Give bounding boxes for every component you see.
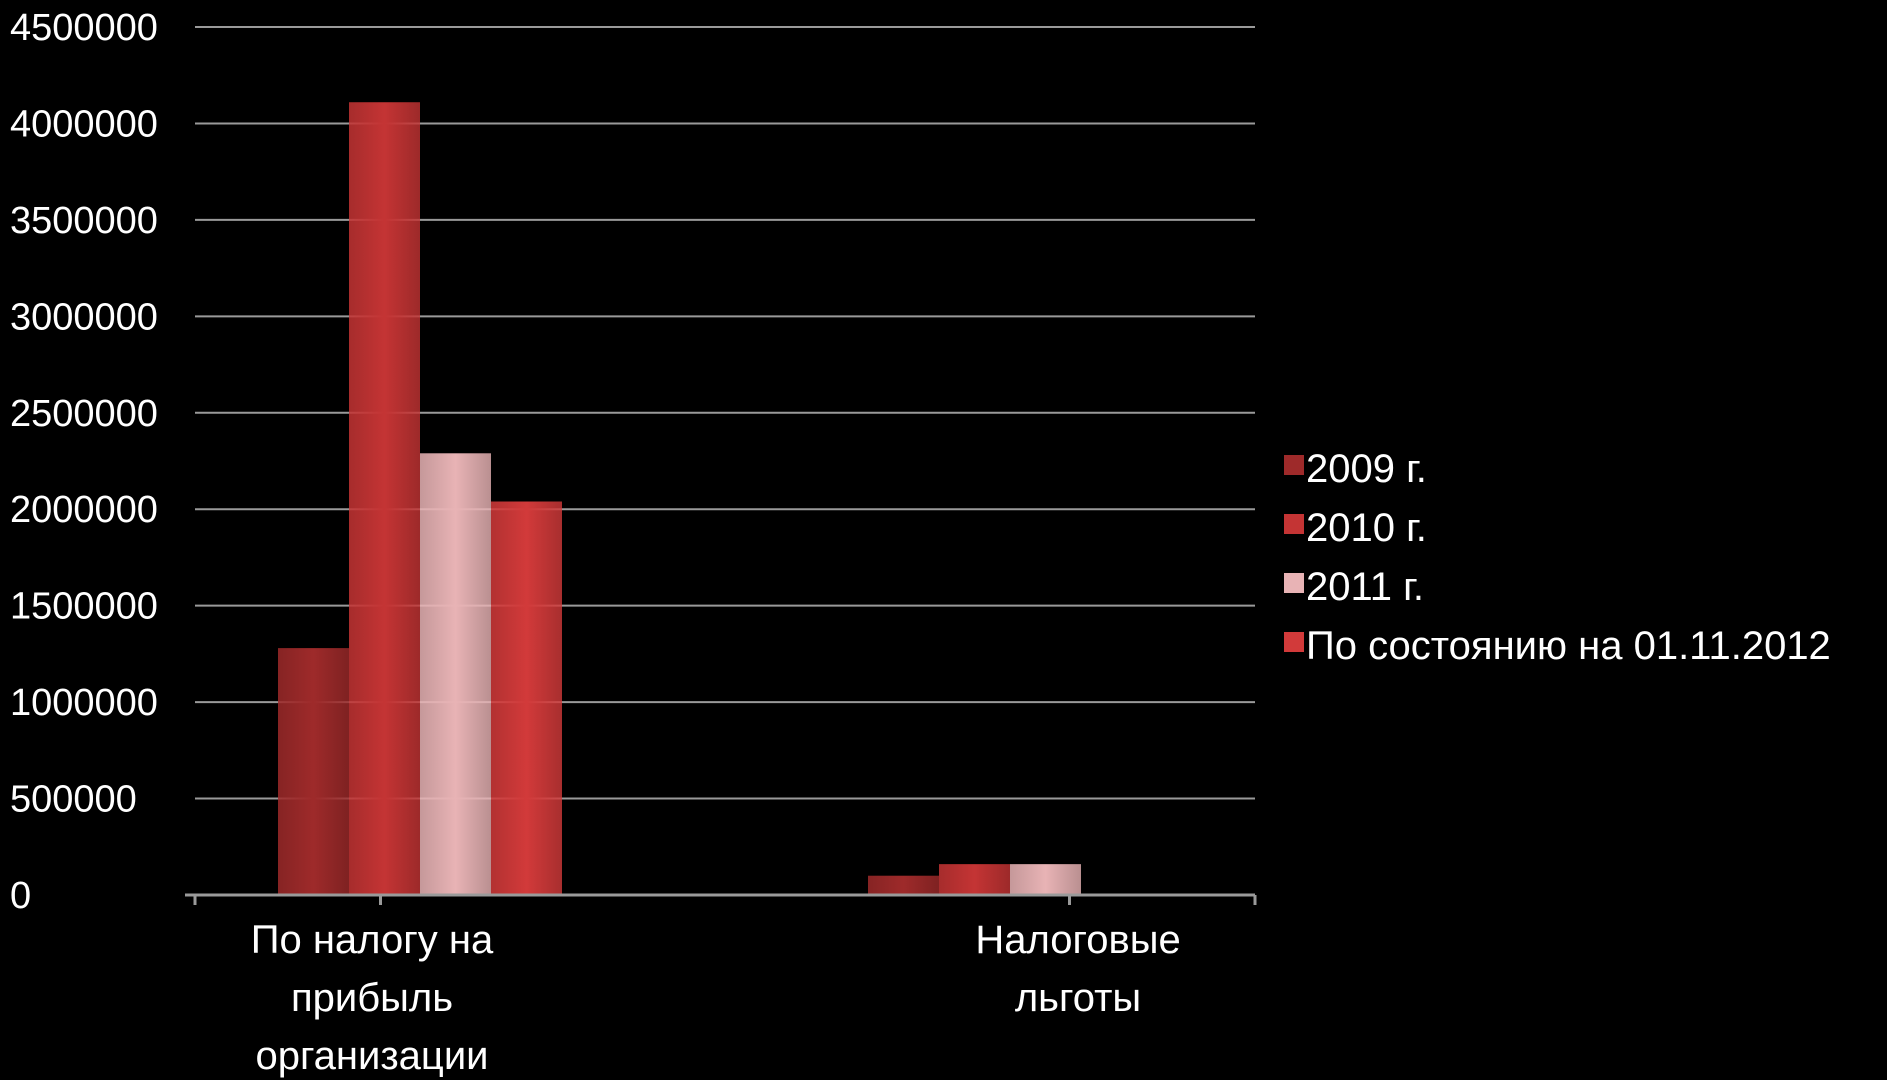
category-label: организации <box>255 1034 488 1078</box>
y-tick-label: 4000000 <box>10 103 158 145</box>
category-labels: По налогу на прибыль организации Налоговые л… <box>251 918 1181 1078</box>
legend-label: 2011 г. <box>1306 565 1424 609</box>
y-axis-ticks: 0 500000 1000000 1500000 2000000 2500000 30000… <box>10 7 158 917</box>
y-tick-label: 3500000 <box>10 200 158 242</box>
bars <box>278 102 1081 895</box>
bar <box>278 648 349 895</box>
bar <box>868 875 939 895</box>
category-label: По налогу на <box>251 918 494 962</box>
bar <box>491 501 562 895</box>
y-tick-label: 0 <box>10 875 31 917</box>
legend-swatch <box>1284 455 1304 475</box>
bar <box>1010 864 1081 895</box>
legend-label: По состоянию на 01.11.2012 <box>1306 624 1831 668</box>
category-label: прибыль <box>291 976 453 1020</box>
y-tick-label: 4500000 <box>10 7 158 49</box>
legend-swatch <box>1284 573 1304 593</box>
y-tick-label: 1500000 <box>10 586 158 628</box>
bar <box>939 864 1010 895</box>
legend-label: 2009 г. <box>1306 447 1427 491</box>
category-label: Налоговые <box>975 918 1180 962</box>
x-axis <box>185 893 1257 905</box>
legend-label: 2010 г. <box>1306 506 1427 550</box>
legend: 2009 г. 2010 г. 2011 г. По состоянию на 01.… <box>1284 447 1831 668</box>
bar <box>420 453 491 895</box>
legend-swatch <box>1284 514 1304 534</box>
category-label: льготы <box>1015 976 1141 1020</box>
y-tick-label: 2500000 <box>10 393 158 435</box>
y-tick-label: 2000000 <box>10 489 158 531</box>
y-tick-label: 1000000 <box>10 682 158 724</box>
bar <box>349 102 420 895</box>
y-tick-label: 3000000 <box>10 296 158 338</box>
legend-swatch <box>1284 632 1304 652</box>
y-tick-label: 500000 <box>10 779 137 821</box>
